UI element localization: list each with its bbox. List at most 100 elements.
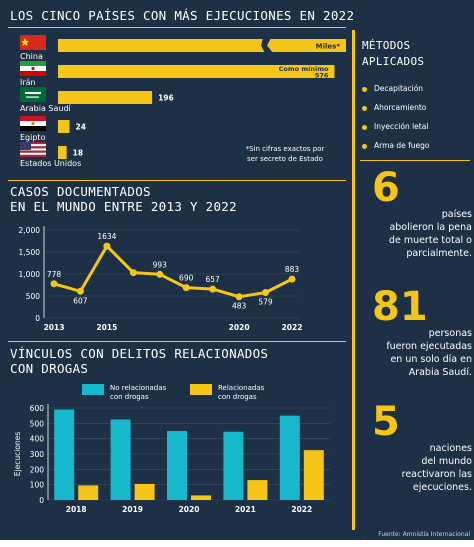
flag-stripe-icon [20,154,46,157]
data-label: 1634 [97,232,116,241]
y-tick-label: 100 [30,481,45,490]
y-tick-label: 600 [30,404,45,413]
legend-swatch [82,384,104,395]
x-tick-label: 2022 [282,323,303,332]
flag-emblem-icon [31,66,35,71]
method-item: Ahorcamiento [362,103,426,112]
country-row: Egipto 24 [20,116,86,142]
data-point [156,270,164,278]
x-tick-label: 2019 [122,505,143,514]
y-tick-label: 0 [35,314,40,323]
method-item: Inyección letal [362,122,428,131]
bar-china [58,39,346,52]
bar-drug-related [78,485,99,500]
bar [58,91,153,104]
flag-usa-icon [20,142,31,150]
bar [58,120,70,133]
method-label: Arma de fuego [374,141,430,150]
x-tick-label: 2018 [66,505,87,514]
data-point [50,280,58,288]
method-item: Arma de fuego [362,141,430,150]
x-tick-label: 2022 [291,505,312,514]
flag-stripe-icon [20,148,46,151]
stat-executed-one-day: 81 personas fueron ejecutadas en un solo… [372,287,472,379]
section3-title: VÍNCULOS CON DELITOS RELACIONADOS CON DR… [10,346,269,376]
bar-drug-related [247,480,268,500]
data-label: 883 [285,265,300,274]
data-label: Como mínimo [279,65,329,73]
data-label: 576 [315,72,329,80]
flag-stripe-icon [20,144,46,147]
method-label: Decapitación [374,84,424,93]
section2-title: CASOS DOCUMENTADOS EN EL MUNDO ENTRE 201… [10,184,237,214]
method-label: Ahorcamiento [374,103,427,112]
section1-title: LOS CINCO PAÍSES CON MÁS EJECUCIONES EN … [10,8,355,23]
flag-stripe-icon [20,126,46,131]
vertical-divider [352,30,355,530]
series-line [53,244,293,299]
y-tick-label: 1,500 [19,248,41,257]
country-row: China Miles* [20,35,346,61]
divider-right [360,160,470,161]
country-label: Irán [20,78,36,87]
bullet-icon [362,124,367,130]
legend-label: con drogas [218,393,257,401]
bar-break-icon [261,38,273,53]
x-tick-label: 2021 [235,505,256,514]
data-label: 18 [73,149,83,158]
documented-cases-line-chart: 0 500 1,000 1,500 2,000 2013 2015 2020 2022 778 60… [19,226,303,332]
bullet-icon [362,143,367,149]
bar-not-drug-related [167,431,187,500]
legend-label: No relacionadas [110,384,167,392]
data-point [288,275,296,283]
legend-label: con drogas [110,393,149,401]
y-tick-label: 200 [30,465,45,474]
stat-number: 6 [372,165,400,211]
country-label: Arabia Saudí [20,104,72,113]
divider-middle [8,180,346,181]
country-label: Estados Unidos [20,159,81,168]
country-row: Arabia Saudí 196 [20,87,174,113]
stat-countries-abolished: 6 países abolieron la pena de muerte tot… [372,168,472,260]
flag-stripe-icon [20,142,46,145]
y-tick-label: 2,000 [19,226,41,235]
flag-stripe-icon [20,146,46,149]
y-tick-label: 500 [30,419,45,428]
bar-not-drug-related [110,419,131,500]
bar [58,146,67,159]
data-label: Miles* [316,43,341,51]
method-item: Decapitación [362,84,423,93]
flag-star-icon [21,38,29,46]
drug-related-bar-chart: 0 100 200 300 400 500 600 Ejecuciones No relacio… [13,384,330,514]
bar-drug-related [134,483,155,500]
flag-sword-icon [26,96,39,98]
bar-drug-related [303,450,324,500]
flag-stripe-icon [20,71,46,76]
data-point [103,242,111,250]
stat-nations-reactivated: 5 naciones del mundo reactivaron las eje… [372,402,472,494]
footer-strip [0,540,474,547]
source-credit: Fuente: Amnistía Internacional [378,531,470,538]
data-point [129,269,137,277]
y-tick-label: 400 [30,435,45,444]
data-label: 579 [258,298,273,307]
flag-egypt-icon [20,116,46,121]
country-label: Egipto [20,133,46,142]
country-label: China [20,52,43,61]
data-label: 778 [47,270,62,279]
bar [58,65,335,78]
legend-swatch [190,384,212,395]
bullet-icon [362,86,367,92]
stat-number: 81 [372,284,428,330]
data-point [235,293,243,301]
stat-text: países abolieron la pena de muerte total… [388,209,472,259]
data-label: 657 [206,275,221,284]
x-tick-label: 2020 [179,505,200,514]
bar-not-drug-related [54,409,75,500]
flag-stripe-icon [20,150,46,153]
bar-not-drug-related [223,431,244,500]
x-tick-label: 2013 [44,323,65,332]
